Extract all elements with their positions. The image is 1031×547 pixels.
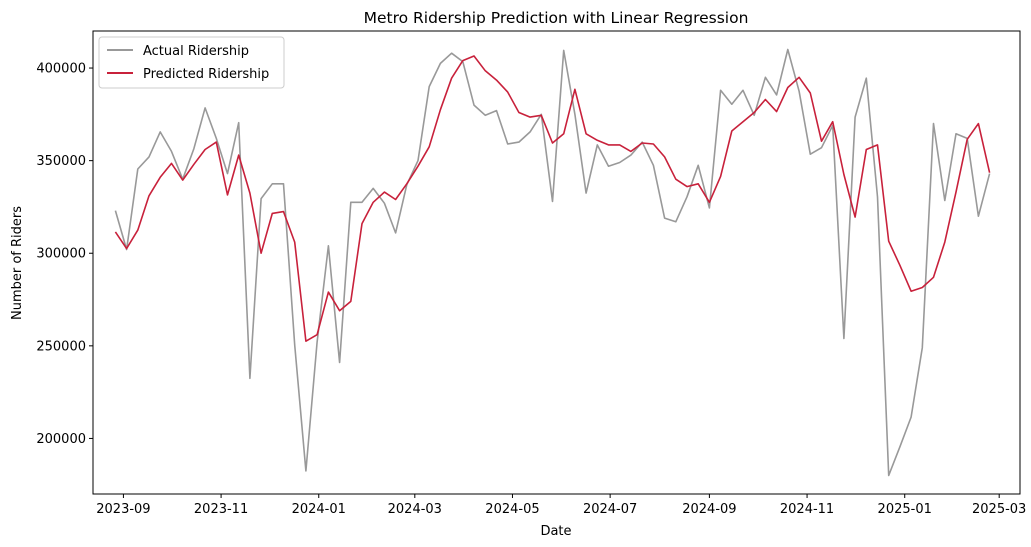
x-tick-label: 2024-07 bbox=[583, 502, 637, 517]
y-tick-label: 300000 bbox=[36, 247, 86, 262]
x-tick-label: 2024-11 bbox=[780, 502, 834, 517]
x-tick-label: 2025-03 bbox=[972, 502, 1026, 517]
actual-ridership-line bbox=[114, 48, 991, 477]
x-axis: 2023-09 2023-11 2024-01 2024-03 2024-05 2024-… bbox=[96, 494, 1026, 517]
series-layer bbox=[114, 48, 991, 477]
y-axis-label: Number of Riders bbox=[10, 206, 25, 320]
legend: Actual Ridership Predicted Ridership bbox=[98, 36, 285, 89]
x-tick-label: 2024-05 bbox=[485, 502, 539, 517]
legend-label-actual: Actual Ridership bbox=[143, 44, 249, 59]
x-tick-label: 2024-09 bbox=[682, 502, 736, 517]
legend-label-predicted: Predicted Ridership bbox=[143, 67, 269, 82]
x-tick-label: 2024-01 bbox=[292, 502, 346, 517]
plot-area-frame bbox=[92, 30, 1021, 495]
predicted-ridership-line bbox=[114, 55, 991, 343]
y-tick-label: 250000 bbox=[36, 339, 86, 354]
x-tick-label: 2024-03 bbox=[388, 502, 442, 517]
x-tick-label: 2025-01 bbox=[878, 502, 932, 517]
y-axis: 200000 250000 300000 350000 400000 bbox=[36, 62, 93, 447]
y-tick-label: 400000 bbox=[36, 62, 86, 77]
y-tick-label: 350000 bbox=[36, 154, 86, 169]
legend-frame bbox=[98, 36, 285, 89]
x-axis-label: Date bbox=[540, 524, 571, 539]
y-tick-label: 200000 bbox=[36, 432, 86, 447]
x-tick-label: 2023-11 bbox=[194, 502, 248, 517]
chart-title: Metro Ridership Prediction with Linear R… bbox=[364, 9, 749, 27]
x-tick-label: 2023-09 bbox=[96, 502, 150, 517]
